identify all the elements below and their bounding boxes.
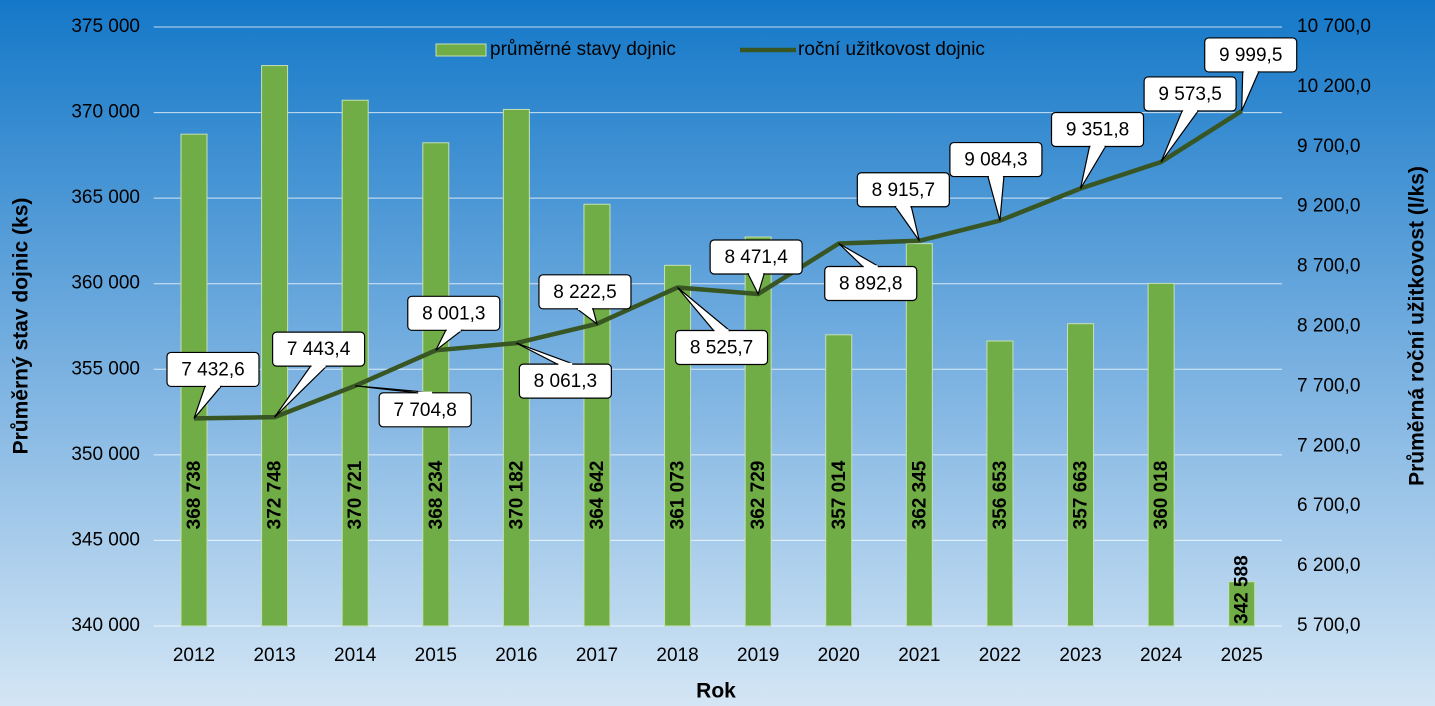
bar-value-label: 361 073 bbox=[668, 461, 689, 530]
x-tick-label: 2013 bbox=[253, 645, 295, 666]
bar bbox=[1228, 581, 1256, 627]
y-tick-label: 355 000 bbox=[71, 358, 140, 379]
x-tick-label: 2023 bbox=[1059, 645, 1101, 666]
y-tick-label: 350 000 bbox=[71, 444, 140, 465]
legend-swatch bbox=[435, 43, 487, 57]
x-tick-label: 2015 bbox=[415, 645, 457, 666]
line-value-label: 8 222,5 bbox=[553, 282, 616, 303]
bar bbox=[664, 264, 692, 627]
line-value-label: 7 432,6 bbox=[181, 359, 244, 380]
bar-value-label: 370 182 bbox=[506, 461, 527, 530]
y-tick-label: 340 000 bbox=[71, 615, 140, 636]
line-value-label: 9 573,5 bbox=[1158, 84, 1221, 105]
y2-tick-label: 8 700,0 bbox=[1297, 256, 1360, 277]
y2-tick-label: 10 200,0 bbox=[1297, 76, 1371, 97]
x-tick-label: 2018 bbox=[656, 645, 698, 666]
bar bbox=[1067, 323, 1095, 627]
bar-value-label: 357 014 bbox=[829, 460, 850, 529]
bar-value-label: 362 729 bbox=[748, 461, 769, 530]
bar-value-label: 368 738 bbox=[184, 461, 205, 530]
y-axis-title: Průměrný stav dojnic (ks) bbox=[10, 198, 33, 455]
legend-label: průměrné stavy dojnic bbox=[490, 39, 676, 60]
y-tick-label: 360 000 bbox=[71, 273, 140, 294]
bar-value-label: 356 653 bbox=[990, 461, 1011, 530]
y2-tick-label: 7 200,0 bbox=[1297, 435, 1360, 456]
bar-value-label: 360 018 bbox=[1151, 461, 1172, 530]
line-value-label: 9 084,3 bbox=[964, 150, 1027, 171]
y2-tick-label: 7 700,0 bbox=[1297, 375, 1360, 396]
line-value-label: 8 915,7 bbox=[872, 180, 935, 201]
line-value-label: 7 443,4 bbox=[287, 339, 351, 360]
line-value-label: 9 351,8 bbox=[1066, 120, 1129, 141]
line-value-label: 7 704,8 bbox=[393, 400, 456, 421]
bar bbox=[905, 243, 933, 627]
y2-tick-label: 9 700,0 bbox=[1297, 136, 1360, 157]
bar-value-label: 362 345 bbox=[909, 460, 930, 529]
line-value-label: 8 471,4 bbox=[724, 247, 788, 268]
line-value-label: 8 525,7 bbox=[690, 337, 753, 358]
y2-tick-label: 5 700,0 bbox=[1297, 615, 1360, 636]
line-value-label: 9 999,5 bbox=[1219, 45, 1282, 66]
bar bbox=[1147, 282, 1175, 627]
x-tick-label: 2025 bbox=[1221, 645, 1263, 666]
y-tick-label: 370 000 bbox=[71, 102, 140, 123]
bar-value-label: 342 588 bbox=[1232, 555, 1253, 624]
bar bbox=[422, 142, 450, 627]
y-tick-label: 365 000 bbox=[71, 187, 140, 208]
bar-value-label: 357 663 bbox=[1071, 461, 1092, 530]
y2-tick-label: 9 200,0 bbox=[1297, 196, 1360, 217]
x-tick-label: 2020 bbox=[818, 645, 860, 666]
legend-label: roční užitkovost dojnic bbox=[798, 39, 985, 60]
x-tick-label: 2024 bbox=[1140, 645, 1183, 666]
bar-value-label: 372 748 bbox=[265, 461, 286, 530]
bar-value-label: 364 642 bbox=[587, 461, 608, 530]
line-value-label: 8 892,8 bbox=[839, 274, 902, 295]
x-tick-label: 2022 bbox=[979, 645, 1021, 666]
y2-axis-title: Průměrná roční užitkovost (l/ks) bbox=[1406, 166, 1429, 486]
line-value-label: 8 001,3 bbox=[422, 303, 485, 324]
x-tick-label: 2017 bbox=[576, 645, 618, 666]
bar-value-label: 368 234 bbox=[426, 460, 447, 529]
bar-value-label: 370 721 bbox=[345, 460, 366, 529]
x-tick-label: 2016 bbox=[495, 645, 537, 666]
bar bbox=[744, 236, 772, 627]
y2-tick-label: 10 700,0 bbox=[1297, 16, 1371, 37]
x-axis-title: Rok bbox=[696, 680, 736, 703]
line-value-label: 8 061,3 bbox=[534, 371, 597, 392]
bar bbox=[825, 334, 853, 627]
y2-tick-label: 6 200,0 bbox=[1297, 555, 1360, 576]
y-tick-label: 345 000 bbox=[71, 529, 140, 550]
x-tick-label: 2012 bbox=[173, 645, 215, 666]
y-tick-label: 375 000 bbox=[71, 16, 140, 37]
bar bbox=[986, 340, 1014, 627]
y2-tick-label: 8 200,0 bbox=[1297, 316, 1360, 337]
x-tick-label: 2014 bbox=[334, 645, 377, 666]
bar bbox=[583, 203, 611, 627]
line bbox=[193, 109, 1243, 421]
y2-tick-label: 6 700,0 bbox=[1297, 495, 1360, 516]
x-tick-label: 2021 bbox=[898, 645, 940, 666]
x-tick-label: 2019 bbox=[737, 645, 779, 666]
